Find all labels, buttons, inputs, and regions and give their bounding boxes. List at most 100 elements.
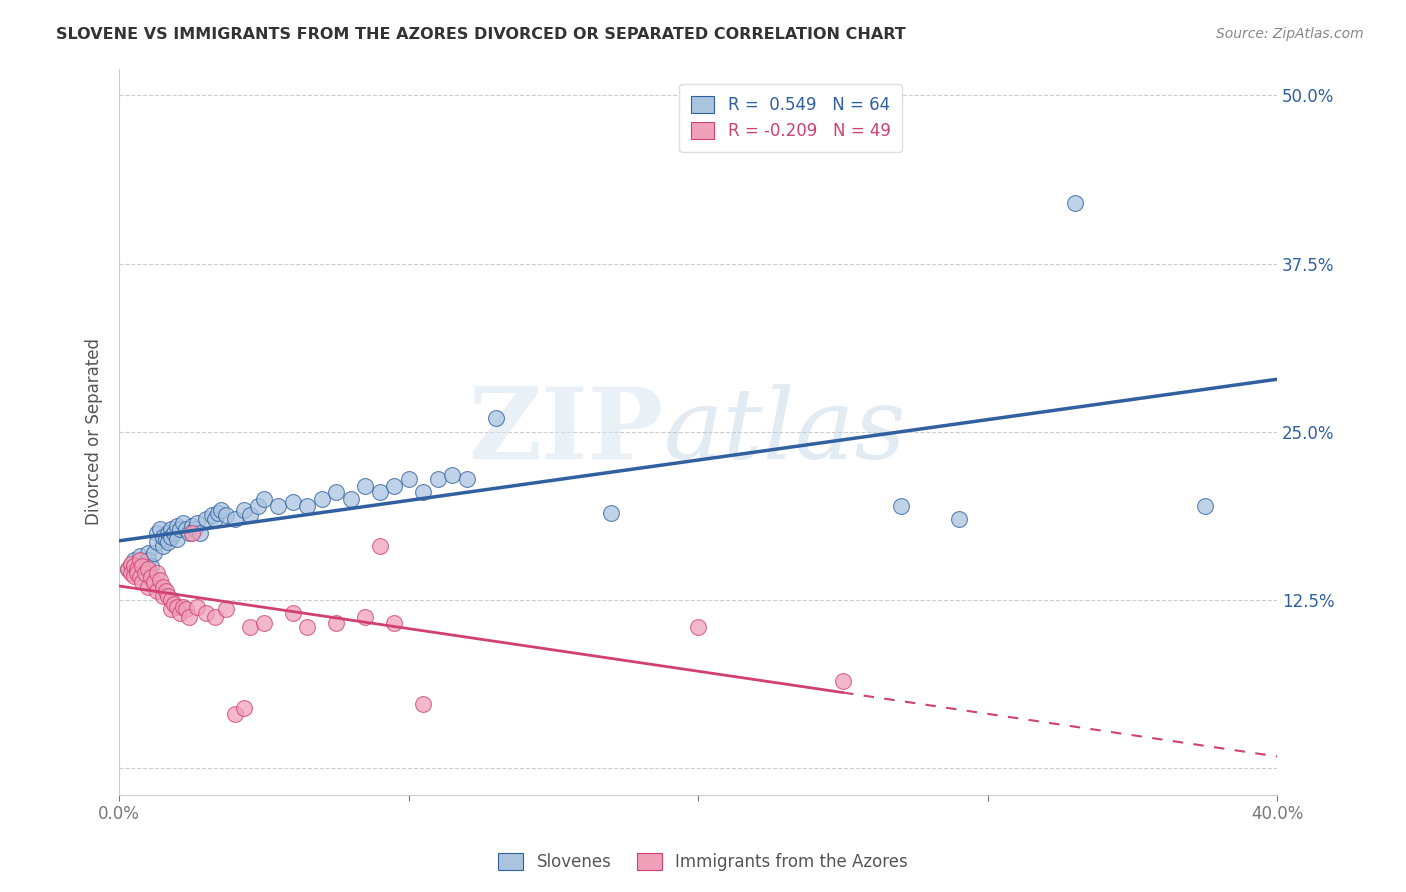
Point <box>166 533 188 547</box>
Point <box>163 597 186 611</box>
Point <box>125 562 148 576</box>
Point <box>398 472 420 486</box>
Point <box>180 519 202 533</box>
Point <box>160 602 183 616</box>
Point <box>146 583 169 598</box>
Point <box>143 546 166 560</box>
Point <box>253 491 276 506</box>
Point <box>146 525 169 540</box>
Point <box>368 539 391 553</box>
Point <box>122 568 145 582</box>
Point <box>186 599 208 614</box>
Point <box>152 580 174 594</box>
Point <box>120 566 142 580</box>
Point <box>188 525 211 540</box>
Point <box>143 575 166 590</box>
Point <box>311 491 333 506</box>
Point <box>134 566 156 580</box>
Point <box>146 535 169 549</box>
Point <box>412 485 434 500</box>
Point <box>247 499 270 513</box>
Point <box>169 607 191 621</box>
Point <box>160 530 183 544</box>
Point <box>186 516 208 531</box>
Point <box>146 566 169 580</box>
Point <box>128 549 150 563</box>
Point <box>688 620 710 634</box>
Point <box>172 516 194 531</box>
Point <box>136 546 159 560</box>
Point <box>325 615 347 630</box>
Point <box>238 508 260 523</box>
Point <box>456 472 478 486</box>
Point <box>201 508 224 523</box>
Point <box>207 506 229 520</box>
Point <box>232 700 254 714</box>
Point <box>209 503 232 517</box>
Point <box>174 602 197 616</box>
Point <box>117 562 139 576</box>
Point <box>281 607 304 621</box>
Point <box>157 525 180 540</box>
Point <box>600 506 623 520</box>
Point <box>149 573 172 587</box>
Point <box>136 580 159 594</box>
Point <box>238 620 260 634</box>
Point <box>1194 499 1216 513</box>
Point <box>122 552 145 566</box>
Point <box>485 411 508 425</box>
Text: Source: ZipAtlas.com: Source: ZipAtlas.com <box>1216 27 1364 41</box>
Point <box>195 512 218 526</box>
Point <box>281 495 304 509</box>
Text: atlas: atlas <box>664 384 907 479</box>
Point <box>368 485 391 500</box>
Point <box>169 522 191 536</box>
Text: ZIP: ZIP <box>468 384 664 480</box>
Point <box>267 499 290 513</box>
Point <box>172 599 194 614</box>
Point <box>149 522 172 536</box>
Point <box>128 557 150 571</box>
Point <box>382 615 405 630</box>
Point <box>177 525 200 540</box>
Point <box>160 522 183 536</box>
Point <box>136 552 159 566</box>
Point <box>136 562 159 576</box>
Point <box>157 589 180 603</box>
Point <box>131 575 153 590</box>
Text: SLOVENE VS IMMIGRANTS FROM THE AZORES DIVORCED OR SEPARATED CORRELATION CHART: SLOVENE VS IMMIGRANTS FROM THE AZORES DI… <box>56 27 905 42</box>
Point <box>297 620 319 634</box>
Point <box>204 610 226 624</box>
Point <box>948 512 970 526</box>
Point <box>253 615 276 630</box>
Point <box>832 673 855 688</box>
Point <box>441 467 464 482</box>
Point <box>412 697 434 711</box>
Point <box>122 559 145 574</box>
Point <box>139 559 162 574</box>
Point <box>160 593 183 607</box>
Point <box>215 508 238 523</box>
Point <box>125 566 148 580</box>
Point <box>224 707 246 722</box>
Point <box>134 557 156 571</box>
Point <box>166 519 188 533</box>
Legend: Slovenes, Immigrants from the Azores: Slovenes, Immigrants from the Azores <box>491 845 915 880</box>
Point <box>152 530 174 544</box>
Point <box>224 512 246 526</box>
Point <box>183 522 205 536</box>
Point <box>120 559 142 574</box>
Point <box>177 610 200 624</box>
Point <box>890 499 912 513</box>
Point <box>157 535 180 549</box>
Point <box>166 599 188 614</box>
Point <box>232 503 254 517</box>
Point <box>180 525 202 540</box>
Point <box>125 559 148 574</box>
Point <box>195 607 218 621</box>
Point <box>128 552 150 566</box>
Point <box>152 589 174 603</box>
Point <box>354 478 377 492</box>
Point <box>128 570 150 584</box>
Point <box>120 557 142 571</box>
